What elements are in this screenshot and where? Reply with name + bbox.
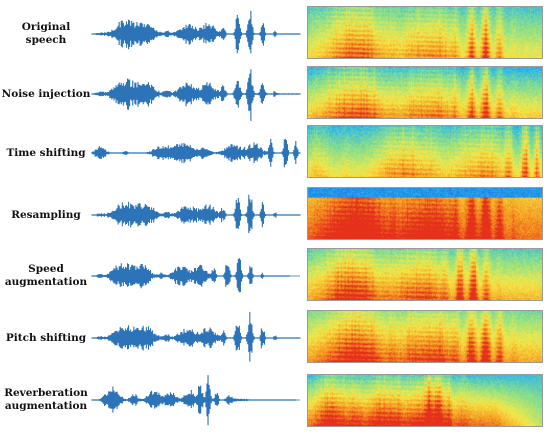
spectrogram-reverberation-augmentation <box>307 374 543 427</box>
spectrogram-noise-injection <box>307 66 543 119</box>
waveform-noise-injection <box>91 69 301 121</box>
spectrogram-original-speech <box>307 6 543 59</box>
spectrogram-speed-augmentation <box>307 248 543 301</box>
waveform-trace <box>91 258 291 293</box>
row-reverberation-augmentation: Reverberation augmentation <box>0 372 550 428</box>
waveform-trace <box>91 69 301 121</box>
waveform-trace <box>91 194 301 234</box>
row-label: Time shifting <box>6 146 86 159</box>
row-noise-injection: Noise injection <box>0 66 550 122</box>
waveform-speed-augmentation <box>91 258 300 293</box>
row-label: Speed augmentation <box>4 263 88 288</box>
waveform-reverberation-augmentation <box>91 375 300 426</box>
waveform-trace <box>91 139 301 168</box>
waveform-trace <box>91 10 301 54</box>
row-speed-augmentation: Speed augmentation <box>0 248 550 304</box>
waveform-original-speech <box>91 10 301 54</box>
spectrogram-time-shifting <box>307 125 543 178</box>
row-label: Reverberation augmentation <box>4 387 88 412</box>
row-label: Resampling <box>11 208 81 221</box>
row-label: Noise injection <box>1 87 91 100</box>
waveform-time-shifting <box>91 139 301 168</box>
row-original-speech: Original speech <box>0 6 550 62</box>
row-label: Original speech <box>21 21 71 46</box>
row-time-shifting: Time shifting <box>0 125 550 181</box>
spectrogram-resampling <box>307 187 543 240</box>
row-resampling: Resampling <box>0 187 550 243</box>
spectrogram-pitch-shifting <box>307 310 543 363</box>
waveform-pitch-shifting <box>91 311 301 362</box>
waveform-trace <box>91 311 301 362</box>
row-pitch-shifting: Pitch shifting <box>0 310 550 366</box>
waveform-trace <box>91 375 297 426</box>
waveform-resampling <box>91 194 301 234</box>
row-label: Pitch shifting <box>5 331 87 344</box>
